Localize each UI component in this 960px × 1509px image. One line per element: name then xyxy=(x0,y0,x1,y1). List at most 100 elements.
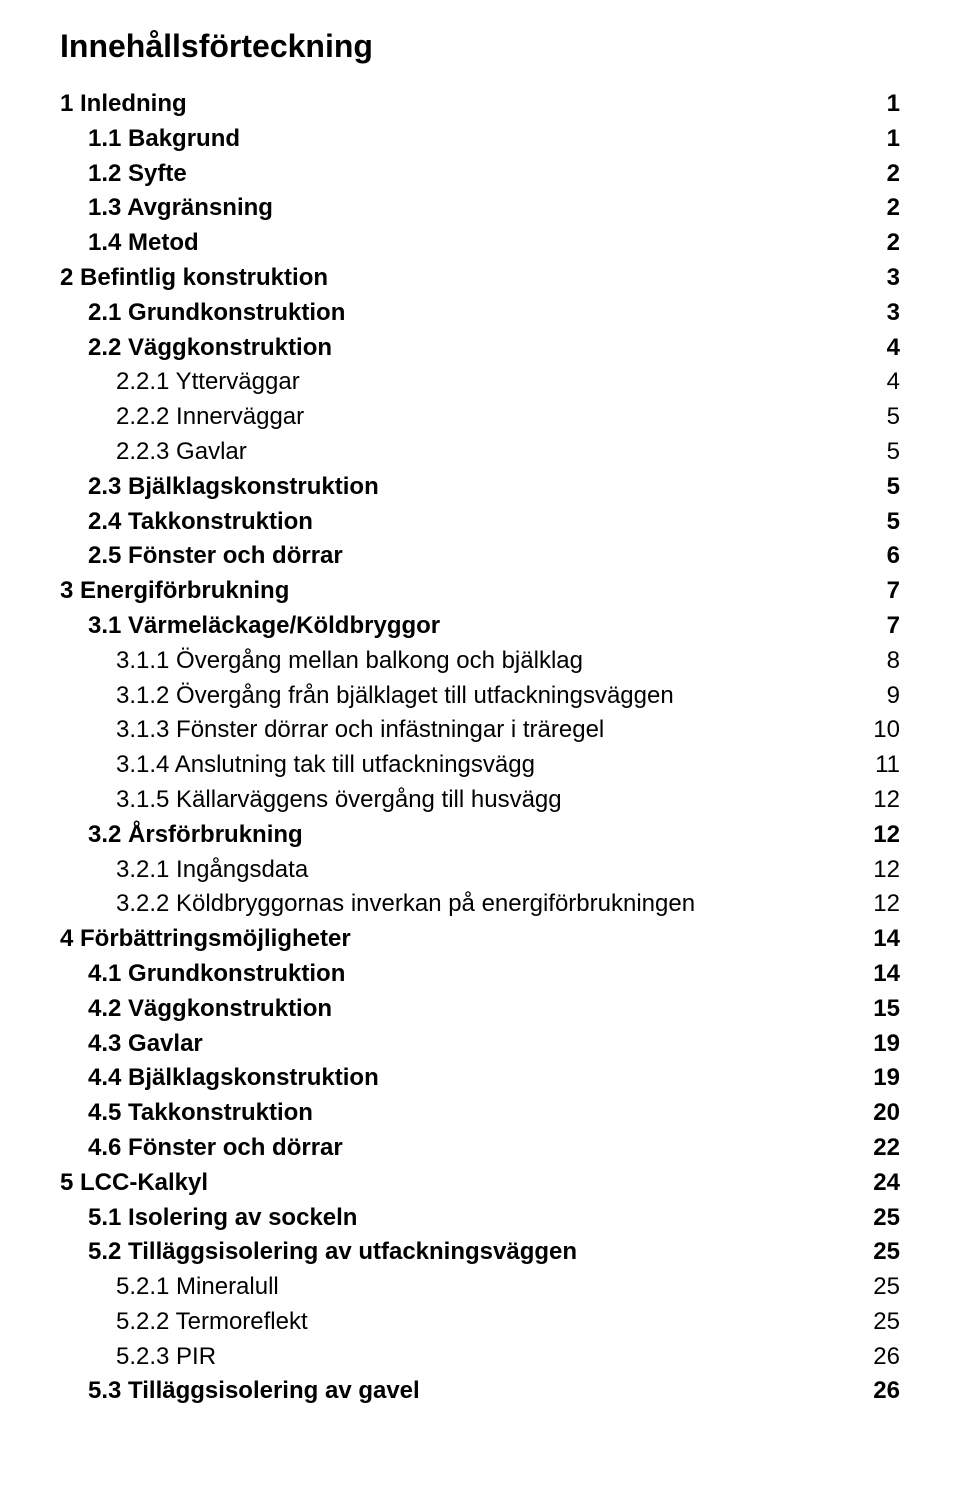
toc-entry-label: 3.1.5 Källarväggens övergång till husväg… xyxy=(116,783,562,818)
toc-entry[interactable]: 2.2.2 Innerväggar 5 xyxy=(60,400,900,435)
toc-entry[interactable]: 4.2 Väggkonstruktion 15 xyxy=(60,992,900,1027)
toc-entry-label: 4.1 Grundkonstruktion xyxy=(88,957,345,992)
toc-entry-label: 3.2.2 Köldbryggornas inverkan på energif… xyxy=(116,887,695,922)
toc-entry-label: 5.2 Tilläggsisolering av utfackningsvägg… xyxy=(88,1235,577,1270)
toc-entry-label: 1.1 Bakgrund xyxy=(88,122,240,157)
toc-entry[interactable]: 2 Befintlig konstruktion 3 xyxy=(60,261,900,296)
toc-entry[interactable]: 3 Energiförbrukning7 xyxy=(60,574,900,609)
toc-entry-page: 12 xyxy=(873,783,900,818)
toc-entry-label: 3.1.4 Anslutning tak till utfackningsväg… xyxy=(116,748,535,783)
toc-entry-page: 10 xyxy=(873,713,900,748)
toc-entry-page: 12 xyxy=(873,853,900,888)
toc-entry-page: 5 xyxy=(873,400,900,435)
toc-entry-label: 2.4 Takkonstruktion xyxy=(88,505,313,540)
toc-entry-page: 26 xyxy=(873,1340,900,1375)
table-of-contents: 1 Inledning11.1 Bakgrund 1 1.2 Syfte 21.3 A… xyxy=(60,87,900,1409)
toc-entry-label: 2.2 Väggkonstruktion xyxy=(88,331,332,366)
toc-entry[interactable]: 5.1 Isolering av sockeln 25 xyxy=(60,1201,900,1236)
toc-entry[interactable]: 5.2.3 PIR 26 xyxy=(60,1340,900,1375)
toc-entry[interactable]: 1 Inledning1 xyxy=(60,87,900,122)
toc-entry-label: 4.4 Bjälklagskonstruktion xyxy=(88,1061,379,1096)
toc-entry-page: 5 xyxy=(873,470,900,505)
toc-entry-page: 14 xyxy=(873,922,900,957)
toc-entry-label: 2.1 Grundkonstruktion xyxy=(88,296,345,331)
toc-entry[interactable]: 4.1 Grundkonstruktion 14 xyxy=(60,957,900,992)
toc-entry[interactable]: 3.1.4 Anslutning tak till utfackningsväg… xyxy=(60,748,900,783)
toc-entry[interactable]: 4.4 Bjälklagskonstruktion 19 xyxy=(60,1061,900,1096)
toc-entry[interactable]: 3.2.2 Köldbryggornas inverkan på energif… xyxy=(60,887,900,922)
toc-entry-page: 4 xyxy=(873,331,900,366)
toc-entry[interactable]: 4 Förbättringsmöjligheter14 xyxy=(60,922,900,957)
toc-entry[interactable]: 2.2 Väggkonstruktion 4 xyxy=(60,331,900,366)
toc-entry-page: 5 xyxy=(873,505,900,540)
toc-entry-page: 19 xyxy=(873,1061,900,1096)
toc-entry-label: 2.2.3 Gavlar xyxy=(116,435,247,470)
toc-entry-page: 24 xyxy=(873,1166,900,1201)
toc-entry[interactable]: 1.1 Bakgrund 1 xyxy=(60,122,900,157)
toc-entry[interactable]: 4.5 Takkonstruktion 20 xyxy=(60,1096,900,1131)
toc-entry-page: 3 xyxy=(873,261,900,296)
toc-entry-page: 1 xyxy=(873,122,900,157)
toc-entry-page: 9 xyxy=(873,679,900,714)
toc-entry[interactable]: 5.2.1 Mineralull25 xyxy=(60,1270,900,1305)
toc-entry[interactable]: 2.1 Grundkonstruktion 3 xyxy=(60,296,900,331)
toc-entry[interactable]: 3.1 Värmeläckage/Köldbryggor7 xyxy=(60,609,900,644)
toc-entry-page: 8 xyxy=(873,644,900,679)
toc-entry[interactable]: 3.1.2 Övergång från bjälklaget till utfa… xyxy=(60,679,900,714)
page-title: Innehållsförteckning xyxy=(60,28,900,65)
toc-entry-page: 25 xyxy=(873,1305,900,1340)
toc-entry[interactable]: 5.3 Tilläggsisolering av gavel26 xyxy=(60,1374,900,1409)
toc-entry-page: 2 xyxy=(873,191,900,226)
toc-entry-page: 15 xyxy=(873,992,900,1027)
toc-entry-label: 1.2 Syfte xyxy=(88,157,187,192)
toc-entry[interactable]: 1.4 Metod 2 xyxy=(60,226,900,261)
toc-entry-label: 5.1 Isolering av sockeln xyxy=(88,1201,357,1236)
toc-entry-label: 2.3 Bjälklagskonstruktion xyxy=(88,470,379,505)
toc-entry-page: 2 xyxy=(873,226,900,261)
toc-entry-page: 25 xyxy=(873,1235,900,1270)
toc-entry-page: 26 xyxy=(873,1374,900,1409)
toc-entry-page: 14 xyxy=(873,957,900,992)
toc-entry-label: 2.2.1 Ytterväggar xyxy=(116,365,300,400)
toc-entry[interactable]: 1.3 Avgränsning2 xyxy=(60,191,900,226)
toc-entry-label: 3.2 Årsförbrukning xyxy=(88,818,303,853)
toc-entry[interactable]: 4.6 Fönster och dörrar22 xyxy=(60,1131,900,1166)
toc-entry-page: 12 xyxy=(873,818,900,853)
toc-entry-label: 1.4 Metod xyxy=(88,226,199,261)
toc-entry[interactable]: 3.1.3 Fönster dörrar och infästningar i … xyxy=(60,713,900,748)
toc-entry-label: 3.1.1 Övergång mellan balkong och bjälkl… xyxy=(116,644,583,679)
toc-entry[interactable]: 2.3 Bjälklagskonstruktion 5 xyxy=(60,470,900,505)
toc-entry-page: 11 xyxy=(873,748,900,783)
toc-entry[interactable]: 2.5 Fönster och dörrar6 xyxy=(60,539,900,574)
toc-entry-label: 5.2.3 PIR xyxy=(116,1340,216,1375)
toc-entry-label: 2.2.2 Innerväggar xyxy=(116,400,304,435)
toc-entry-page: 1 xyxy=(873,87,900,122)
toc-entry-page: 12 xyxy=(873,887,900,922)
toc-entry-label: 4.5 Takkonstruktion xyxy=(88,1096,313,1131)
toc-entry[interactable]: 2.2.3 Gavlar5 xyxy=(60,435,900,470)
toc-entry[interactable]: 3.2.1 Ingångsdata12 xyxy=(60,853,900,888)
toc-entry[interactable]: 2.2.1 Ytterväggar4 xyxy=(60,365,900,400)
toc-entry[interactable]: 4.3 Gavlar19 xyxy=(60,1027,900,1062)
toc-entry-page: 20 xyxy=(873,1096,900,1131)
toc-entry-page: 3 xyxy=(873,296,900,331)
toc-entry-label: 5.2.2 Termoreflekt xyxy=(116,1305,308,1340)
toc-entry[interactable]: 5 LCC-Kalkyl 24 xyxy=(60,1166,900,1201)
toc-entry[interactable]: 3.1.1 Övergång mellan balkong och bjälkl… xyxy=(60,644,900,679)
toc-entry[interactable]: 3.1.5 Källarväggens övergång till husväg… xyxy=(60,783,900,818)
toc-entry-label: 4.2 Väggkonstruktion xyxy=(88,992,332,1027)
toc-entry-label: 5.2.1 Mineralull xyxy=(116,1270,279,1305)
toc-entry-label: 2 Befintlig konstruktion xyxy=(60,261,328,296)
toc-entry-page: 25 xyxy=(873,1201,900,1236)
toc-entry-label: 4.6 Fönster och dörrar xyxy=(88,1131,343,1166)
toc-entry[interactable]: 1.2 Syfte 2 xyxy=(60,157,900,192)
toc-entry[interactable]: 2.4 Takkonstruktion 5 xyxy=(60,505,900,540)
toc-entry-label: 2.5 Fönster och dörrar xyxy=(88,539,343,574)
toc-entry[interactable]: 3.2 Årsförbrukning 12 xyxy=(60,818,900,853)
toc-entry-label: 3 Energiförbrukning xyxy=(60,574,289,609)
toc-entry[interactable]: 5.2 Tilläggsisolering av utfackningsvägg… xyxy=(60,1235,900,1270)
toc-entry-label: 5 LCC-Kalkyl xyxy=(60,1166,208,1201)
toc-entry[interactable]: 5.2.2 Termoreflekt 25 xyxy=(60,1305,900,1340)
toc-entry-page: 2 xyxy=(873,157,900,192)
toc-entry-label: 3.1.2 Övergång från bjälklaget till utfa… xyxy=(116,679,674,714)
